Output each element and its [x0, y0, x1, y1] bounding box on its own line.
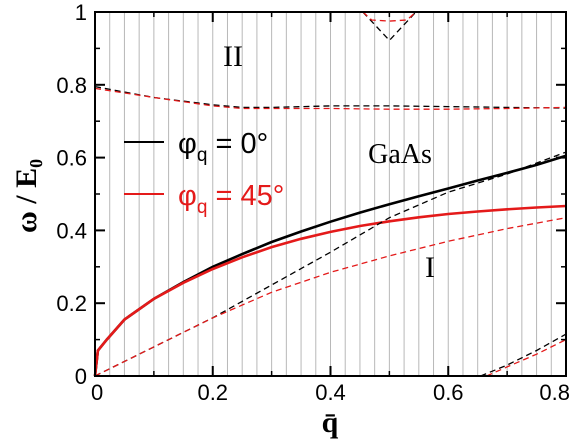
material-label: GaAs	[368, 139, 432, 170]
x-tick-label: 0.6	[433, 380, 464, 405]
y-axis-title: ω / E₀	[10, 159, 43, 233]
series-layer	[93, 11, 567, 377]
x-tick-label: 0	[91, 380, 103, 405]
legend-label-black: φq = 0°	[178, 128, 268, 166]
tick-labels: 0 0.2 0.4 0.6 0.8 0 0.2 0.4 0.6 0.8 1	[56, 0, 570, 405]
y-tick-label: 0.2	[56, 291, 87, 316]
x-axis-title: q̄	[322, 406, 339, 439]
legend-entry-red: φq = 45°	[124, 180, 284, 218]
x-tick-label: 0.4	[315, 380, 346, 405]
y-tick-label: 0.8	[56, 73, 87, 98]
series-line-7	[362, 11, 417, 22]
y-tick-label: 0.6	[56, 146, 87, 171]
y-tick-label: 0.4	[56, 218, 87, 243]
x-tick-label: 0.8	[539, 380, 570, 405]
y-tick-label: 1	[75, 0, 87, 25]
region-label-upper: II	[223, 40, 243, 73]
y-tick-label: 0	[75, 364, 87, 389]
series-line-5	[94, 87, 567, 110]
series-line-6	[362, 11, 417, 42]
x-tick-label: 0.2	[197, 380, 228, 405]
series-line-1	[93, 204, 567, 377]
legend: φq = 0° φq = 45°	[124, 128, 284, 218]
region-label-lower: I	[425, 251, 435, 284]
series-line-8	[480, 333, 567, 377]
legend-label-red: φq = 45°	[178, 180, 284, 218]
series-line-4	[94, 85, 567, 109]
ticks	[94, 11, 567, 377]
grid	[109, 12, 552, 376]
legend-entry-black: φq = 0°	[124, 128, 268, 166]
series-line-9	[486, 339, 567, 377]
